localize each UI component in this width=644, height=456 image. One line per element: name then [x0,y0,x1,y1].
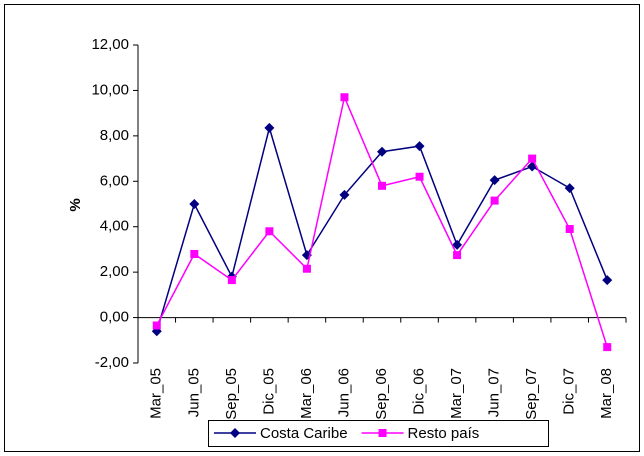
x-tick-label: Jun_07 [486,368,503,417]
marker [339,189,350,200]
marker [602,275,613,286]
marker [489,175,500,186]
x-tick-label: Sep_05 [223,368,240,420]
x-tick-label: Dic_05 [260,368,277,415]
marker [190,249,199,258]
marker [415,172,424,181]
y-tick-label: 8,00 [100,127,129,144]
chart-border [4,4,640,452]
marker [565,224,574,233]
x-tick-label: Sep_07 [523,368,540,420]
x-tick-label: Mar_05 [148,368,165,419]
marker [564,183,575,194]
legend-label: Costa Caribe [260,425,348,442]
y-tick-label: 2,00 [100,263,129,280]
marker [227,276,236,285]
legend-label: Resto país [408,425,480,442]
legend: Costa Caribe Resto país [208,420,549,447]
marker [528,154,537,163]
y-tick-label: 0,00 [100,309,129,326]
marker [490,196,499,205]
x-tick-label: Jun_05 [185,368,202,417]
marker [377,146,387,157]
x-tick-label: Sep_06 [373,368,390,420]
y-tick-label: 6,00 [100,172,129,189]
marker [378,181,386,190]
marker [453,251,462,260]
y-tick-label: 12,00 [91,36,129,53]
x-tick-label: Mar_07 [448,368,465,419]
marker [603,343,612,352]
y-tick-label: -2,00 [95,354,129,371]
marker [452,239,463,250]
x-tick-label: Dic_07 [561,368,578,415]
marker [378,429,387,437]
y-tick-label: 4,00 [100,218,129,235]
marker [152,321,161,330]
x-tick-label: Mar_08 [598,368,615,419]
x-tick-label: Jun_06 [335,368,352,417]
x-tick-label: Dic_06 [411,368,428,415]
y-axis-label: % [67,198,84,211]
marker [230,428,240,438]
marker [189,199,200,209]
marker [265,227,274,236]
y-tick-label: 10,00 [91,81,129,98]
x-tick-label: Mar_06 [298,368,315,419]
marker [414,141,425,152]
marker [264,122,275,133]
marker [302,264,311,273]
marker [340,93,349,102]
